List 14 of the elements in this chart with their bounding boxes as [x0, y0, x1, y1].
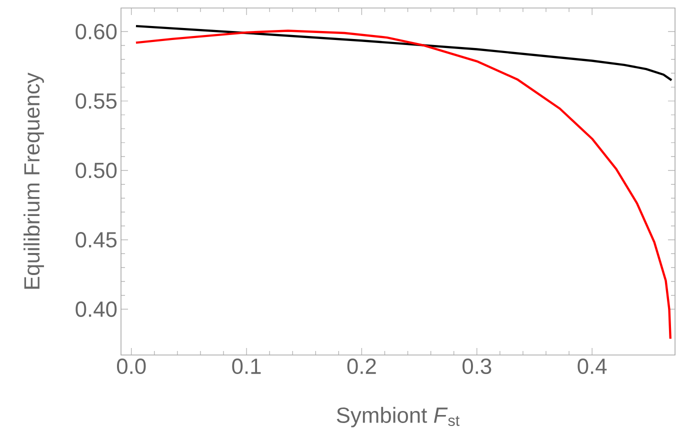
y-tick-label: 0.60	[76, 24, 117, 40]
line-series	[134, 24, 673, 82]
x-axis-title: Symbiont F$_{st}$	[336, 406, 460, 428]
y-tick-label: 0.50	[76, 162, 117, 178]
y-tick-label: 0.40	[76, 301, 117, 317]
x-tick-label: 0.3	[462, 358, 492, 374]
y-axis-title: Equilibrium Frequency	[24, 72, 44, 289]
x-tick-label: 0.4	[578, 358, 607, 374]
x-tick-label: 0.2	[347, 358, 376, 374]
line-series	[134, 30, 672, 340]
x-tick-label: 0.0	[116, 358, 146, 374]
x-tick-label: 0.1	[232, 358, 261, 374]
y-tick-label: 0.45	[76, 232, 117, 248]
y-tick-label: 0.55	[76, 93, 117, 109]
